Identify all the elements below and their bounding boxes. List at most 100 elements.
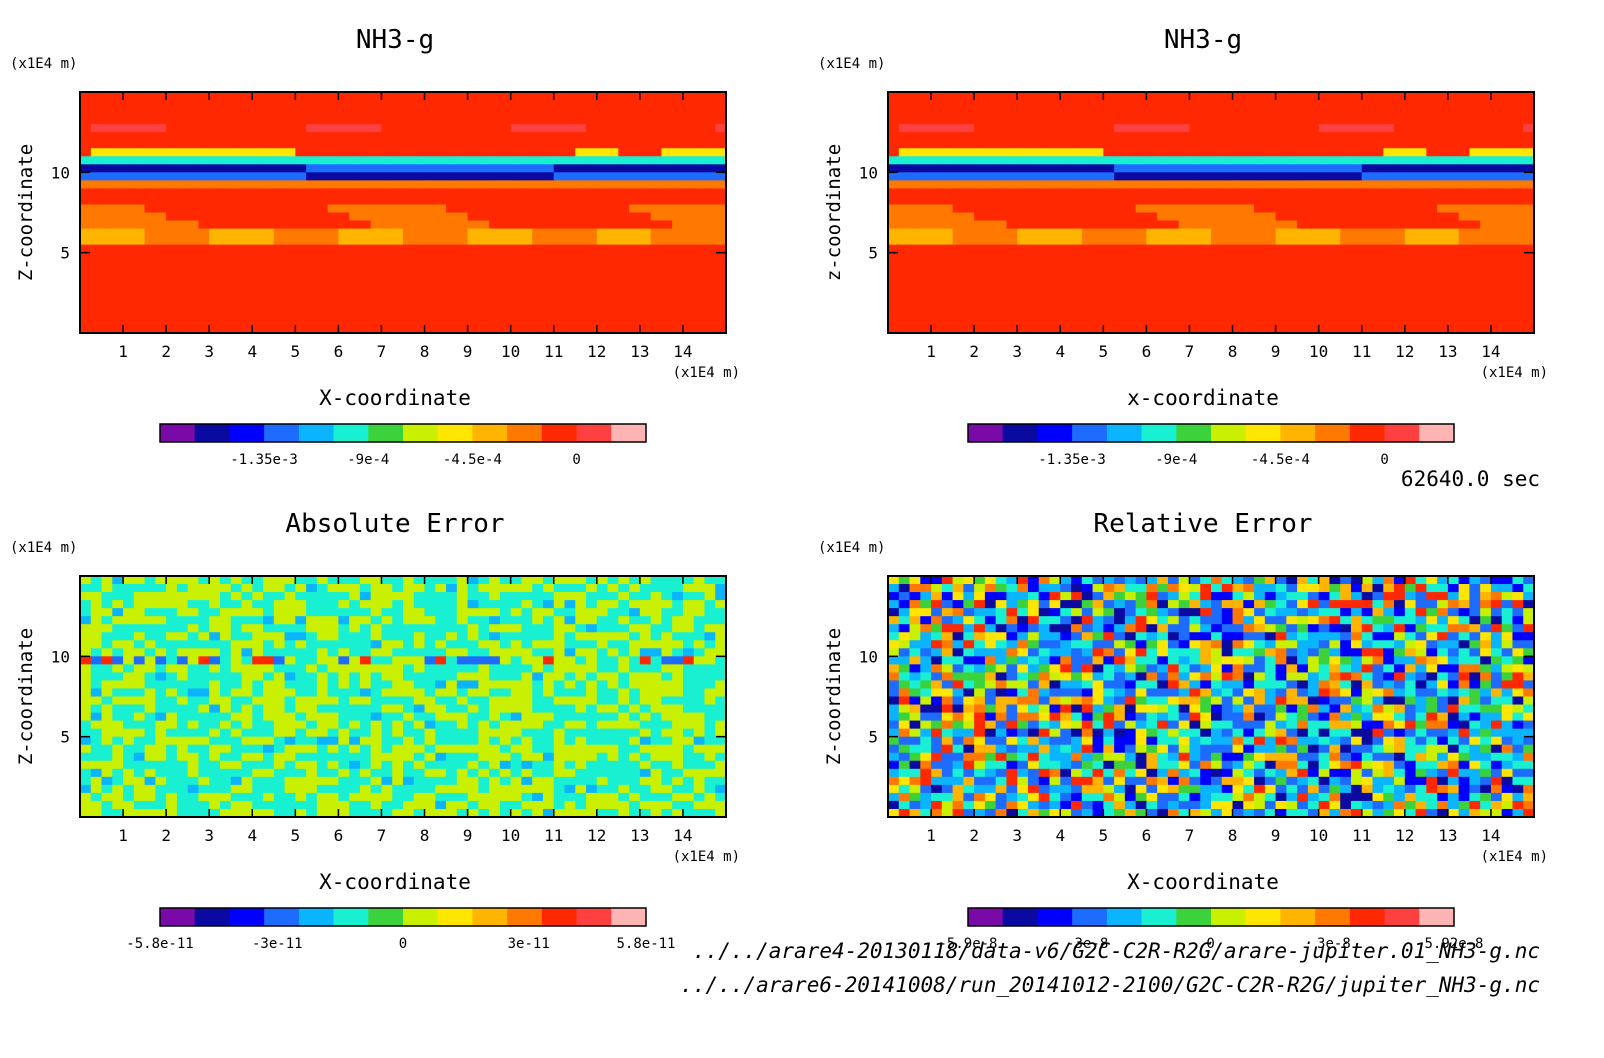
field-cell — [102, 713, 113, 722]
field-cell — [694, 229, 705, 238]
field-cell — [694, 156, 705, 165]
field-cell — [608, 309, 619, 318]
field-cell — [295, 584, 306, 593]
field-cell — [1168, 309, 1179, 318]
field-cell — [1211, 269, 1222, 278]
field-cell — [1093, 293, 1104, 302]
field-cell — [1362, 148, 1373, 157]
field-cell — [177, 253, 188, 262]
field-cell — [1329, 269, 1340, 278]
field-cell — [1211, 100, 1222, 109]
field-cell — [1394, 204, 1405, 213]
field-cell — [683, 608, 694, 617]
field-cell — [446, 616, 457, 625]
field-cell — [931, 204, 942, 213]
field-cell — [145, 213, 156, 222]
field-cell — [425, 688, 436, 697]
field-cell — [414, 188, 425, 197]
field-cell — [209, 672, 220, 681]
field-cell — [1426, 132, 1437, 141]
field-cell — [1329, 156, 1340, 165]
field-cell — [672, 616, 683, 625]
field-cell — [1491, 140, 1502, 149]
field-cell — [1319, 156, 1330, 165]
field-cell — [920, 301, 931, 310]
field-cell — [629, 108, 640, 117]
field-cell — [683, 269, 694, 278]
field-cell — [489, 164, 500, 173]
field-cell — [166, 261, 177, 270]
field-cell — [1200, 213, 1211, 222]
field-cell — [521, 196, 532, 205]
field-cell — [629, 713, 640, 722]
field-cell — [177, 592, 188, 601]
field-cell — [166, 100, 177, 109]
field-cell — [166, 116, 177, 125]
field-cell — [285, 213, 296, 222]
field-cell — [242, 688, 253, 697]
field-cell — [381, 624, 392, 633]
field-cell — [1211, 261, 1222, 270]
field-cell — [942, 309, 953, 318]
field-cell — [220, 116, 231, 125]
field-cell — [381, 688, 392, 697]
field-cell — [134, 148, 145, 157]
field-cell — [457, 100, 468, 109]
colorbar-swatch — [577, 424, 612, 442]
field-cell — [478, 705, 489, 714]
field-cell — [1082, 245, 1093, 254]
field-cell — [1491, 317, 1502, 326]
field-cell — [1276, 277, 1287, 286]
y-unit-label: (x1E4 m) — [818, 56, 885, 72]
field-cell — [134, 592, 145, 601]
field-cell — [543, 132, 554, 141]
field-cell — [425, 92, 436, 101]
field-cell — [1459, 92, 1470, 101]
field-cell — [618, 309, 629, 318]
field-cell — [209, 680, 220, 689]
field-cell — [1114, 180, 1125, 189]
field-cell — [996, 180, 1007, 189]
field-cell — [360, 608, 371, 617]
field-cell — [188, 293, 199, 302]
field-cell — [349, 237, 360, 246]
field-cell — [1394, 245, 1405, 254]
field-cell — [209, 624, 220, 633]
field-cell — [608, 648, 619, 657]
field-cell — [1114, 253, 1125, 262]
field-cell — [360, 576, 371, 585]
field-cell — [1060, 124, 1071, 133]
field-cell — [403, 108, 414, 117]
field-cell — [349, 729, 360, 738]
field-cell — [360, 672, 371, 681]
field-cell — [360, 664, 371, 673]
field-cell — [371, 285, 382, 294]
field-cell — [306, 672, 317, 681]
field-cell — [1265, 156, 1276, 165]
field-cell — [468, 188, 479, 197]
field-cell — [360, 713, 371, 722]
field-cell — [1125, 92, 1136, 101]
colorbar-swatch — [968, 424, 1003, 442]
field-cell — [608, 253, 619, 262]
field-cell — [446, 172, 457, 181]
field-cell — [910, 309, 921, 318]
field-cell — [123, 721, 134, 730]
field-cell — [371, 576, 382, 585]
field-cell — [1329, 229, 1340, 238]
field-cell — [651, 624, 662, 633]
field-cell — [1426, 309, 1437, 318]
field-cell — [1189, 253, 1200, 262]
field-cell — [1189, 237, 1200, 246]
field-cell — [381, 132, 392, 141]
field-cell — [1017, 204, 1028, 213]
field-cell — [134, 697, 145, 706]
field-cell — [80, 600, 91, 609]
field-cell — [1373, 204, 1384, 213]
field-cell — [1222, 100, 1233, 109]
field-cell — [694, 664, 705, 673]
field-cell — [457, 721, 468, 730]
field-cell — [478, 237, 489, 246]
x-tick-label: 9 — [1271, 342, 1281, 361]
field-cell — [1512, 261, 1523, 270]
